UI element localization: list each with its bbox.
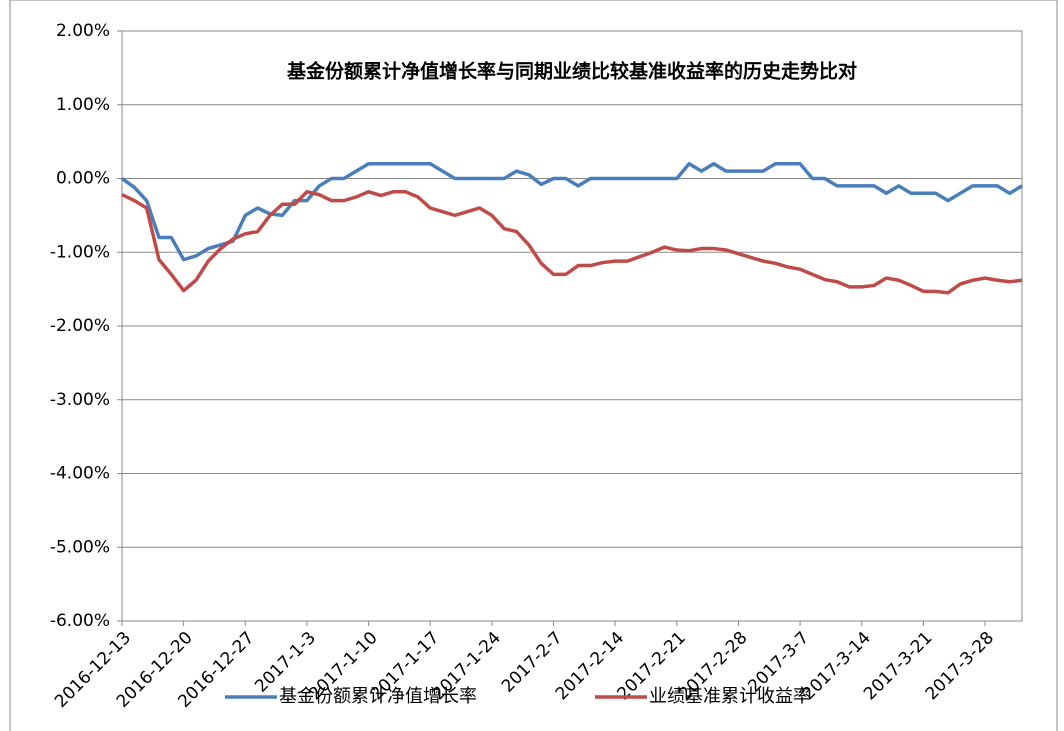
y-tick-label: 0.00% <box>56 169 110 189</box>
series-line <box>121 190 1023 295</box>
y-tick-label: -2.00% <box>50 316 110 336</box>
y-tick-label: -5.00% <box>50 537 110 557</box>
y-tick-label: -1.00% <box>50 242 110 262</box>
chart-title: 基金份额累计净值增长率与同期业绩比较基准收益率的历史走势比对 <box>286 60 857 83</box>
chart-frame <box>9 0 1058 731</box>
y-tick-label: 1.00% <box>56 95 110 115</box>
y-tick-label: -3.00% <box>50 390 110 410</box>
y-tick-label: 2.00% <box>56 21 110 41</box>
legend-label: 基金份额累计净值增长率 <box>279 686 477 707</box>
y-tick-label: -4.00% <box>50 464 110 484</box>
legend-label: 业绩基准累计收益率 <box>649 686 811 707</box>
y-tick-label: -6.00% <box>50 611 110 631</box>
